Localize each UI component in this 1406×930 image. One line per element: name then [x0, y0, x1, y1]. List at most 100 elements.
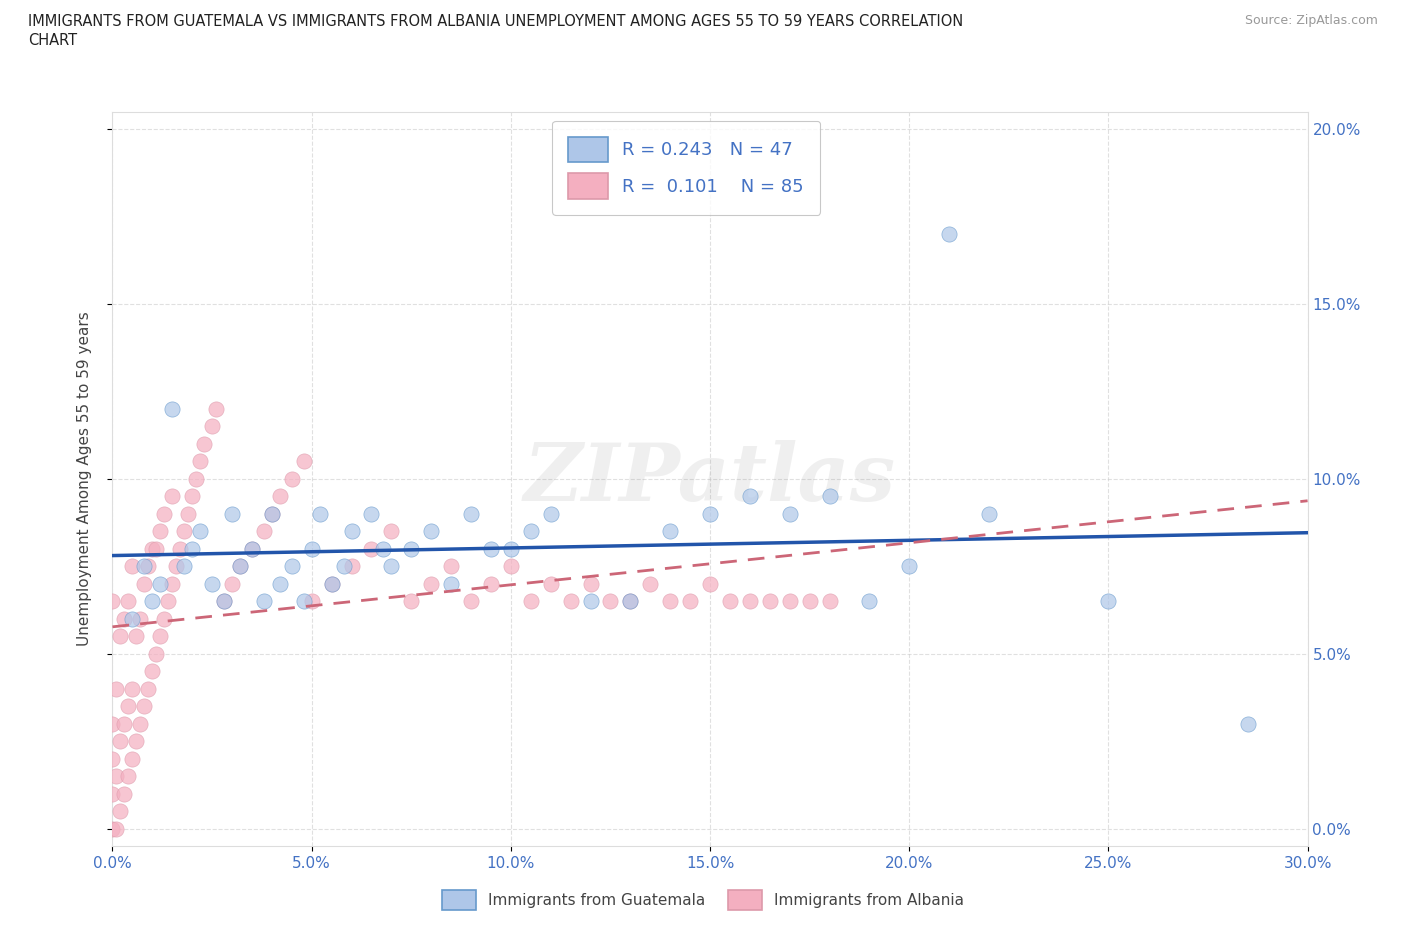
- Point: [332, 559, 354, 574]
- Point: [253, 594, 276, 609]
- Point: [153, 611, 176, 626]
- Point: [221, 577, 243, 591]
- Point: [599, 594, 621, 609]
- Point: [301, 541, 323, 556]
- Point: [212, 594, 235, 609]
- Point: [321, 577, 343, 591]
- Y-axis label: Unemployment Among Ages 55 to 59 years: Unemployment Among Ages 55 to 59 years: [77, 312, 91, 646]
- Point: [101, 787, 124, 802]
- Point: [738, 594, 761, 609]
- Point: [105, 682, 128, 697]
- Point: [201, 577, 224, 591]
- Point: [460, 594, 482, 609]
- Point: [162, 577, 183, 591]
- Point: [205, 402, 228, 417]
- Text: IMMIGRANTS FROM GUATEMALA VS IMMIGRANTS FROM ALBANIA UNEMPLOYMENT AMONG AGES 55 : IMMIGRANTS FROM GUATEMALA VS IMMIGRANTS …: [28, 14, 963, 29]
- Point: [134, 559, 156, 574]
- Legend: Immigrants from Guatemala, Immigrants from Albania: Immigrants from Guatemala, Immigrants fr…: [434, 883, 972, 918]
- Point: [177, 507, 200, 522]
- Point: [292, 454, 315, 469]
- Point: [173, 524, 195, 538]
- Point: [499, 559, 522, 574]
- Text: ZIPatlas: ZIPatlas: [524, 440, 896, 518]
- Point: [799, 594, 821, 609]
- Point: [145, 646, 167, 661]
- Point: [818, 594, 841, 609]
- Point: [125, 734, 148, 749]
- Point: [260, 507, 283, 522]
- Point: [1097, 594, 1119, 609]
- Point: [292, 594, 315, 609]
- Point: [105, 821, 128, 836]
- Point: [380, 559, 402, 574]
- Point: [253, 524, 276, 538]
- Point: [141, 664, 163, 679]
- Point: [659, 524, 682, 538]
- Point: [460, 507, 482, 522]
- Point: [129, 611, 152, 626]
- Point: [121, 751, 143, 766]
- Point: [659, 594, 682, 609]
- Point: [499, 541, 522, 556]
- Point: [114, 611, 135, 626]
- Point: [114, 787, 135, 802]
- Point: [520, 594, 543, 609]
- Point: [157, 594, 180, 609]
- Point: [240, 541, 263, 556]
- Point: [162, 489, 183, 504]
- Point: [818, 489, 841, 504]
- Point: [105, 769, 128, 784]
- Point: [138, 559, 160, 574]
- Point: [212, 594, 235, 609]
- Point: [281, 559, 304, 574]
- Point: [121, 611, 143, 626]
- Point: [898, 559, 921, 574]
- Point: [193, 436, 215, 451]
- Point: [679, 594, 702, 609]
- Point: [579, 577, 602, 591]
- Point: [540, 507, 562, 522]
- Point: [181, 541, 204, 556]
- Point: [640, 577, 662, 591]
- Point: [401, 541, 423, 556]
- Point: [110, 734, 132, 749]
- Point: [380, 524, 402, 538]
- Point: [165, 559, 187, 574]
- Point: [759, 594, 782, 609]
- Point: [134, 577, 156, 591]
- Point: [579, 594, 602, 609]
- Point: [321, 577, 343, 591]
- Point: [301, 594, 323, 609]
- Point: [738, 489, 761, 504]
- Point: [479, 541, 502, 556]
- Point: [149, 524, 172, 538]
- Point: [699, 577, 721, 591]
- Point: [101, 594, 124, 609]
- Point: [401, 594, 423, 609]
- Point: [101, 821, 124, 836]
- Point: [779, 507, 801, 522]
- Point: [121, 559, 143, 574]
- Point: [173, 559, 195, 574]
- Point: [977, 507, 1000, 522]
- Text: Source: ZipAtlas.com: Source: ZipAtlas.com: [1244, 14, 1378, 27]
- Point: [373, 541, 395, 556]
- Point: [114, 716, 135, 731]
- Point: [619, 594, 641, 609]
- Point: [141, 594, 163, 609]
- Text: CHART: CHART: [28, 33, 77, 47]
- Point: [360, 541, 382, 556]
- Point: [440, 559, 463, 574]
- Point: [117, 769, 139, 784]
- Point: [186, 472, 208, 486]
- Point: [188, 524, 211, 538]
- Point: [1237, 716, 1260, 731]
- Point: [145, 541, 167, 556]
- Point: [162, 402, 183, 417]
- Point: [281, 472, 304, 486]
- Point: [229, 559, 252, 574]
- Point: [149, 629, 172, 644]
- Point: [260, 507, 283, 522]
- Point: [169, 541, 191, 556]
- Point: [308, 507, 330, 522]
